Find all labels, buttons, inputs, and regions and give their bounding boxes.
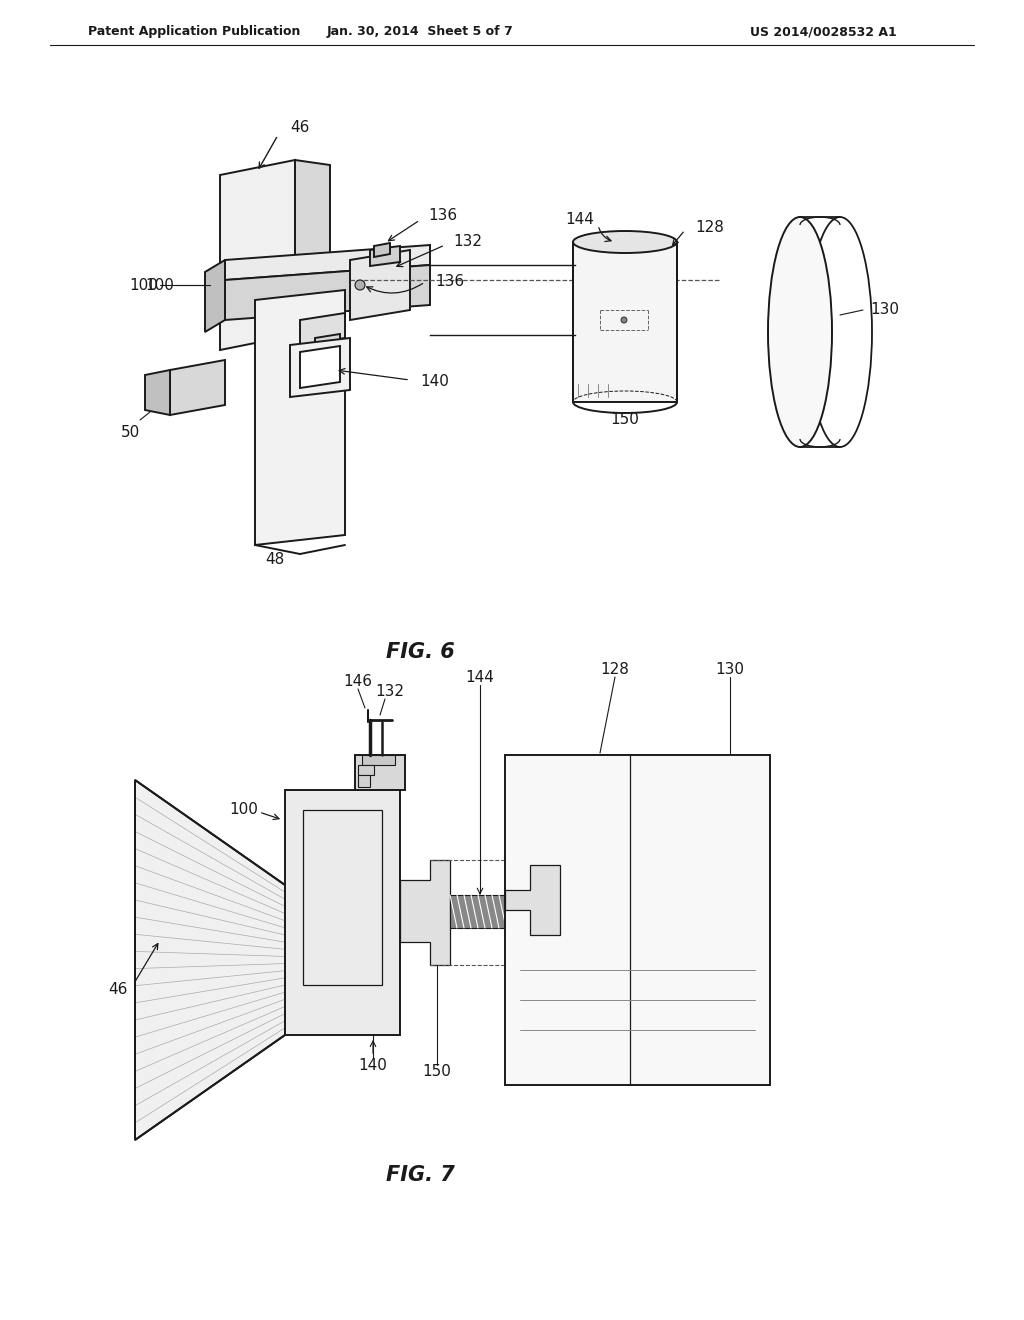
Polygon shape — [355, 755, 406, 789]
Polygon shape — [225, 246, 430, 280]
Polygon shape — [374, 243, 390, 257]
Text: 46: 46 — [109, 982, 128, 998]
Polygon shape — [350, 249, 410, 319]
Polygon shape — [205, 260, 225, 333]
Polygon shape — [573, 242, 677, 403]
Circle shape — [621, 317, 627, 323]
Polygon shape — [145, 370, 170, 414]
Text: 140: 140 — [358, 1057, 387, 1072]
Polygon shape — [450, 895, 510, 928]
Text: 146: 146 — [343, 675, 373, 689]
Text: 136: 136 — [435, 275, 464, 289]
Polygon shape — [370, 246, 400, 267]
Polygon shape — [315, 334, 340, 358]
Polygon shape — [290, 338, 350, 397]
Text: 128: 128 — [695, 219, 724, 235]
Polygon shape — [505, 865, 560, 935]
Text: 128: 128 — [600, 663, 630, 677]
Polygon shape — [362, 755, 395, 766]
Polygon shape — [170, 360, 225, 414]
Text: 144: 144 — [565, 213, 595, 227]
Text: 50: 50 — [121, 425, 139, 440]
Circle shape — [355, 280, 365, 290]
Text: 144: 144 — [466, 671, 495, 685]
Polygon shape — [400, 861, 450, 965]
Polygon shape — [295, 160, 330, 341]
Ellipse shape — [768, 216, 831, 447]
Text: 46: 46 — [290, 120, 309, 135]
Text: 100: 100 — [229, 803, 258, 817]
Polygon shape — [358, 766, 374, 775]
Text: 130: 130 — [870, 302, 899, 318]
Polygon shape — [300, 346, 340, 388]
Text: 150: 150 — [423, 1064, 452, 1080]
Text: 150: 150 — [610, 412, 639, 428]
Text: 132: 132 — [376, 685, 404, 700]
Text: US 2014/0028532 A1: US 2014/0028532 A1 — [750, 25, 897, 38]
Text: 100: 100 — [145, 277, 174, 293]
Polygon shape — [325, 351, 345, 370]
Polygon shape — [300, 313, 345, 345]
Polygon shape — [225, 265, 430, 319]
Text: 132: 132 — [453, 235, 482, 249]
Text: FIG. 7: FIG. 7 — [386, 1166, 455, 1185]
Text: Patent Application Publication: Patent Application Publication — [88, 25, 300, 38]
Text: FIG. 6: FIG. 6 — [386, 642, 455, 663]
Polygon shape — [505, 755, 770, 1085]
Text: 140: 140 — [420, 375, 449, 389]
Polygon shape — [135, 780, 285, 1140]
Text: Jan. 30, 2014  Sheet 5 of 7: Jan. 30, 2014 Sheet 5 of 7 — [327, 25, 513, 38]
Polygon shape — [220, 160, 295, 350]
Text: 48: 48 — [265, 552, 285, 568]
Polygon shape — [285, 789, 400, 1035]
Ellipse shape — [573, 231, 677, 253]
Text: 136: 136 — [428, 209, 457, 223]
Text: 100: 100 — [129, 277, 158, 293]
Text: 130: 130 — [716, 663, 744, 677]
Polygon shape — [255, 290, 345, 545]
Polygon shape — [358, 775, 370, 787]
